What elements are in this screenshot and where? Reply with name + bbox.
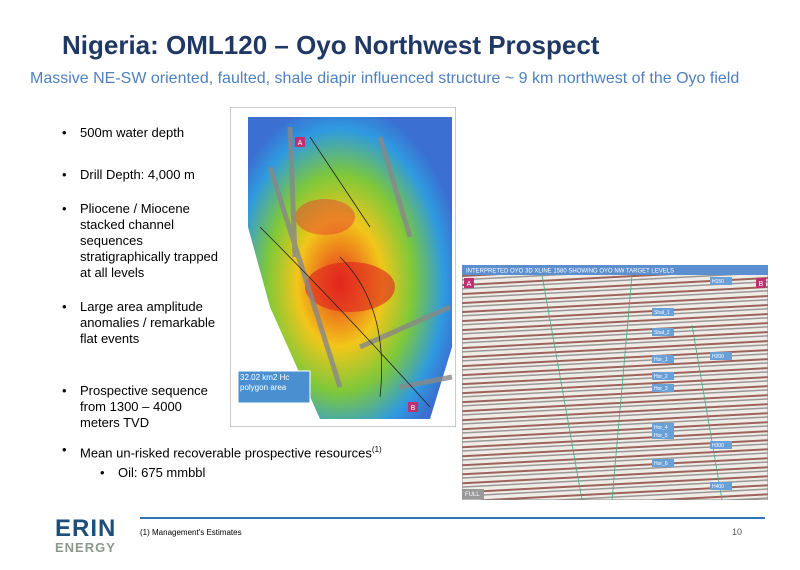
horizon-label: H400 (712, 484, 724, 490)
label-box (652, 384, 674, 392)
label-box (710, 277, 732, 285)
subtitle: Massive NE-SW oriented, faulted, shale d… (30, 70, 740, 87)
label-box (652, 372, 674, 380)
title: Nigeria: OML120 – Oyo Northwest Prospect (62, 30, 600, 60)
map-label: B (411, 405, 416, 412)
footnote: (1) Management's Estimates (140, 528, 242, 537)
horizon-label: H300 (712, 443, 724, 449)
label-box (652, 328, 674, 336)
label-box (710, 482, 732, 490)
seismic-label: A (467, 281, 472, 288)
horizon-label: Hor_6 (654, 461, 668, 467)
bullet-text: 500m water depth (80, 125, 185, 140)
bullet-text: Large area amplitude anomalies / remarka… (80, 299, 216, 346)
horizon-label: H150 (712, 279, 724, 285)
footer-line (140, 517, 765, 519)
horizon-label: H200 (712, 354, 724, 360)
horizon-label: Shal_1 (654, 310, 670, 316)
seismic-label: B (759, 281, 764, 288)
bullet-text: Drill Depth: 4,000 m (80, 167, 195, 182)
map-label: A (298, 140, 303, 147)
bullet-text: Prospective sequence from 1300 – 4000 me… (80, 383, 208, 430)
bullet-text: Pliocene / Miocene stacked channel seque… (80, 201, 219, 280)
seismic-corner: FULL (465, 492, 480, 498)
label-box (652, 459, 674, 467)
logo: ERIN (55, 515, 117, 542)
horizon-label: Hor_5 (654, 433, 668, 439)
horizon-label: Hor_3 (654, 386, 668, 392)
superscript: (1) (371, 445, 382, 454)
map-callout: 32.02 km2 Hc polygon area (240, 373, 290, 392)
label-box (652, 423, 674, 431)
bullet-text: Mean un-risked recoverable prospective r… (80, 445, 372, 461)
label-box (652, 355, 674, 363)
horizon-label: Shal_2 (654, 330, 670, 336)
page-number: 10 (732, 527, 743, 537)
bullet-text: Oil: 675 mmbbl (118, 465, 206, 480)
label-box (710, 352, 732, 360)
seismic-image: INTERPRETED OYO 3D XLINE 1580 SHOWING OY… (462, 265, 768, 500)
horizon-label: Hor_2 (654, 374, 668, 380)
label-box (652, 431, 674, 439)
label-box (710, 441, 732, 449)
label-box (652, 308, 674, 316)
seismic-title: INTERPRETED OYO 3D XLINE 1580 SHOWING OY… (466, 269, 674, 275)
logo: ENERGY (55, 540, 116, 555)
horizon-label: Hor_1 (654, 357, 668, 363)
map-image: A B 32.02 km2 Hc polygon area (230, 107, 456, 427)
horizon-label: Hor_4 (654, 425, 668, 431)
